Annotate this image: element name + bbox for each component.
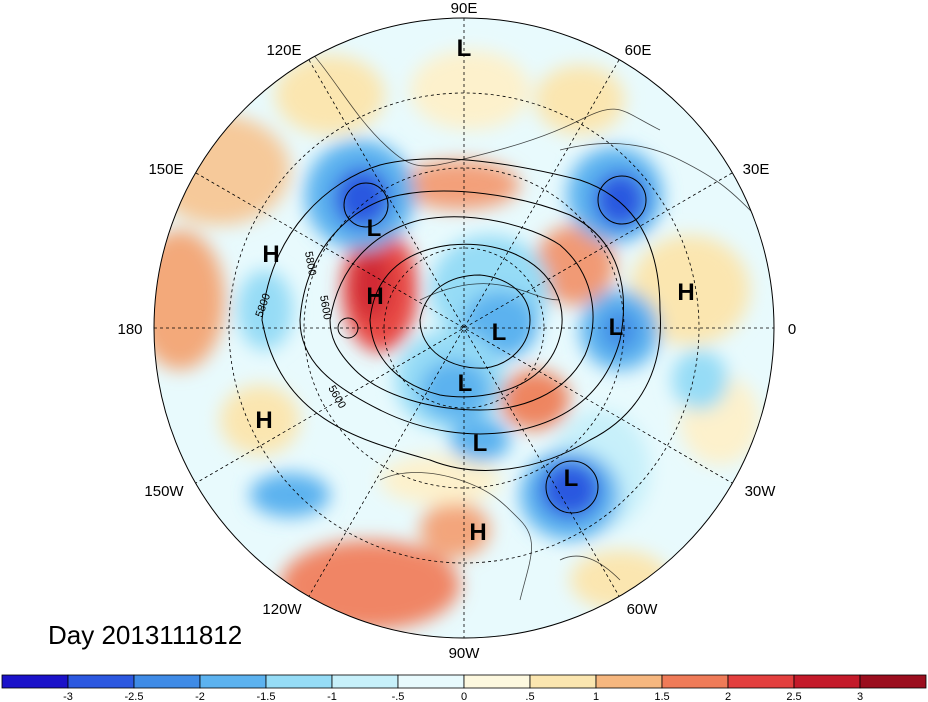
colorbar-tick-label: 0 — [461, 691, 467, 702]
colorbar-tick-label: 2.5 — [786, 691, 801, 702]
contour-label: 5600 — [317, 294, 333, 320]
colorbar-box — [727, 674, 795, 689]
colorbar-box — [529, 674, 597, 689]
colorbar-box — [661, 674, 729, 689]
high-pressure-marker: H — [255, 407, 272, 434]
colorbar-tick-label: -3 — [63, 691, 73, 702]
lon-label-30e: 30E — [743, 161, 770, 178]
low-pressure-marker: L — [564, 465, 579, 492]
high-pressure-marker: H — [262, 241, 279, 268]
lon-label-0: 0 — [788, 321, 796, 338]
colorbar-tick-label: 1.5 — [654, 691, 669, 702]
high-pressure-marker: H — [469, 519, 486, 546]
low-pressure-marker: L — [367, 215, 382, 242]
colorbar-ticks: -3 -2.5 -2 -1.5 -1 -.5 0 .5 1 1.5 2 2.5 3 — [63, 691, 863, 702]
colorbar-box — [463, 674, 531, 689]
contour-label: 5800 — [302, 250, 318, 276]
colorbar-tick-label: -1 — [327, 691, 337, 702]
colorbar-box — [859, 674, 927, 689]
high-pressure-marker: H — [366, 283, 383, 310]
colorbar-tick-label: -2.5 — [125, 691, 144, 702]
colorbar-boxes — [1, 674, 927, 689]
colorbar-tick-label: -.5 — [392, 691, 405, 702]
colorbar-tick-label: 3 — [857, 691, 863, 702]
lon-label-120e: 120E — [266, 42, 301, 59]
lon-label-90e: 90E — [451, 0, 478, 17]
lon-label-30w: 30W — [745, 483, 777, 500]
colorbar-box — [199, 674, 267, 689]
colorbar-tick-label: 2 — [725, 691, 731, 702]
colorbar-box — [793, 674, 861, 689]
colorbar: -3 -2.5 -2 -1.5 -1 -.5 0 .5 1 1.5 2 2.5 3 — [1, 674, 927, 702]
high-pressure-marker: H — [677, 279, 694, 306]
colorbar-box — [265, 674, 333, 689]
colorbar-box — [331, 674, 399, 689]
lon-label-60w: 60W — [627, 601, 659, 618]
lon-label-90w: 90W — [449, 645, 481, 662]
colorbar-box — [1, 674, 69, 689]
lon-label-60e: 60E — [625, 42, 652, 59]
low-pressure-marker: L — [492, 319, 507, 346]
colorbar-box — [397, 674, 465, 689]
lon-label-150e: 150E — [148, 161, 183, 178]
low-pressure-marker: L — [473, 430, 488, 457]
colorbar-box — [133, 674, 201, 689]
lon-label-180: 180 — [117, 321, 142, 338]
graticule — [154, 18, 774, 638]
colorbar-tick-label: -2 — [195, 691, 205, 702]
day-caption: Day 2013111812 — [48, 620, 243, 650]
low-pressure-marker: L — [457, 35, 472, 62]
colorbar-box — [67, 674, 135, 689]
low-pressure-marker: L — [458, 370, 473, 397]
lon-label-150w: 150W — [144, 483, 184, 500]
low-pressure-marker: L — [609, 314, 624, 341]
lon-label-120w: 120W — [262, 601, 302, 618]
colorbar-box — [595, 674, 663, 689]
colorbar-tick-label: -1.5 — [257, 691, 276, 702]
colorbar-tick-label: 1 — [593, 691, 599, 702]
colorbar-tick-label: .5 — [525, 691, 534, 702]
map-border — [153, 17, 775, 639]
